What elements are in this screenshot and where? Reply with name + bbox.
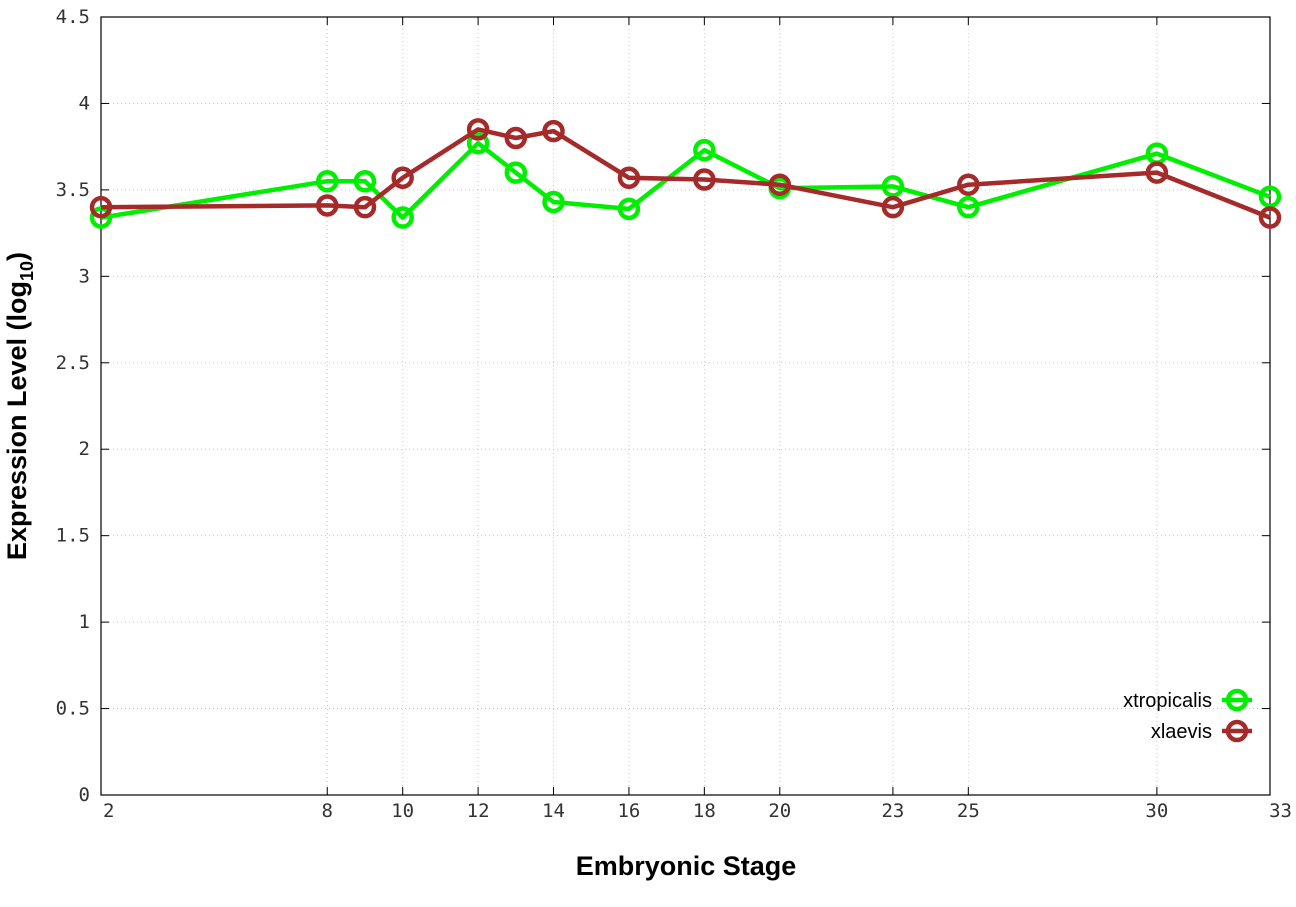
y-tick-label: 1: [79, 611, 90, 633]
legend: xtropicalis xlaevis: [1123, 688, 1252, 743]
data-point-xlaevis: [617, 166, 641, 190]
x-axis-title: Embryonic Stage: [576, 851, 797, 881]
y-axis-title-subscript: 10: [17, 261, 37, 281]
y-tick-label: 4.5: [56, 6, 90, 28]
x-tick-label: 20: [768, 800, 791, 822]
data-point-xlaevis: [1258, 206, 1282, 229]
series-xlaevis: [89, 118, 1282, 229]
y-axis-title-close: ): [2, 252, 32, 261]
x-tick-label: 14: [542, 800, 565, 822]
y-tick-label: 2: [79, 438, 90, 460]
data-point-xtropicalis: [391, 206, 414, 229]
x-tick-label: 33: [1269, 800, 1292, 822]
legend-label: xtropicalis: [1123, 690, 1212, 712]
y-tick-labels: 0 0.5 1 1.5 2 2.5 3 3.5 4 4.5: [56, 6, 90, 806]
data-point-xtropicalis: [1258, 185, 1282, 209]
data-point-xtropicalis: [316, 169, 339, 193]
x-tick-label: 16: [617, 800, 640, 822]
data-point-xtropicalis: [353, 169, 377, 193]
data-point-xtropicalis: [617, 197, 641, 221]
data-point-xlaevis: [768, 173, 792, 196]
grid: [101, 17, 1270, 795]
legend-item-xtropicalis: xtropicalis: [1123, 688, 1252, 712]
y-axis-title-main: Expression Level (log: [2, 281, 32, 560]
data-point-xlaevis: [957, 173, 980, 196]
x-tick-label: 30: [1145, 800, 1168, 822]
y-axis-title: Expression Level (log10): [2, 252, 37, 560]
data-point-xlaevis: [693, 168, 716, 191]
data-point-xtropicalis: [466, 131, 490, 155]
x-tick-label: 18: [693, 800, 716, 822]
x-tick-label: 12: [467, 800, 490, 822]
y-tick-label: 4: [79, 92, 90, 114]
series-layer: [89, 118, 1282, 229]
data-point-xtropicalis: [89, 206, 113, 229]
data-point-xlaevis: [542, 119, 565, 143]
legend-swatch-marker: [1225, 719, 1249, 743]
x-tick-label: 2: [103, 800, 114, 822]
data-point-xlaevis: [89, 195, 113, 219]
y-tick-label: 3: [79, 265, 90, 287]
legend-swatch-marker: [1225, 688, 1249, 712]
data-point-xlaevis: [466, 118, 490, 141]
data-point-xtropicalis: [693, 138, 716, 162]
y-tick-label: 1.5: [56, 525, 90, 547]
data-point-xlaevis: [316, 194, 339, 217]
data-point-xtropicalis: [542, 190, 565, 214]
data-point-xlaevis: [1145, 161, 1169, 184]
legend-label: xlaevis: [1151, 721, 1212, 743]
axis-ticks: [100, 16, 1271, 796]
x-tick-labels: 2 8 10 12 14 16 18 20 23 25 30 33: [103, 800, 1292, 822]
plot-frame: [100, 16, 1271, 796]
data-point-xlaevis: [353, 195, 377, 219]
x-tick-label: 25: [957, 800, 980, 822]
x-tick-label: 23: [881, 800, 904, 822]
data-point-xtropicalis: [504, 161, 528, 184]
y-tick-label: 0: [79, 784, 90, 806]
y-tick-label: 3.5: [56, 179, 90, 201]
x-tick-label: 8: [322, 800, 333, 822]
y-tick-label: 2.5: [56, 352, 90, 374]
x-tick-label: 10: [391, 800, 414, 822]
series-xtropicalis: [89, 131, 1282, 229]
data-point-xlaevis: [504, 126, 528, 150]
data-point-xlaevis: [881, 195, 905, 219]
data-point-xlaevis: [391, 166, 414, 190]
data-point-xtropicalis: [957, 195, 980, 219]
y-tick-label: 0.5: [56, 698, 90, 720]
legend-item-xlaevis: xlaevis: [1151, 719, 1252, 743]
data-point-xtropicalis: [881, 175, 905, 198]
